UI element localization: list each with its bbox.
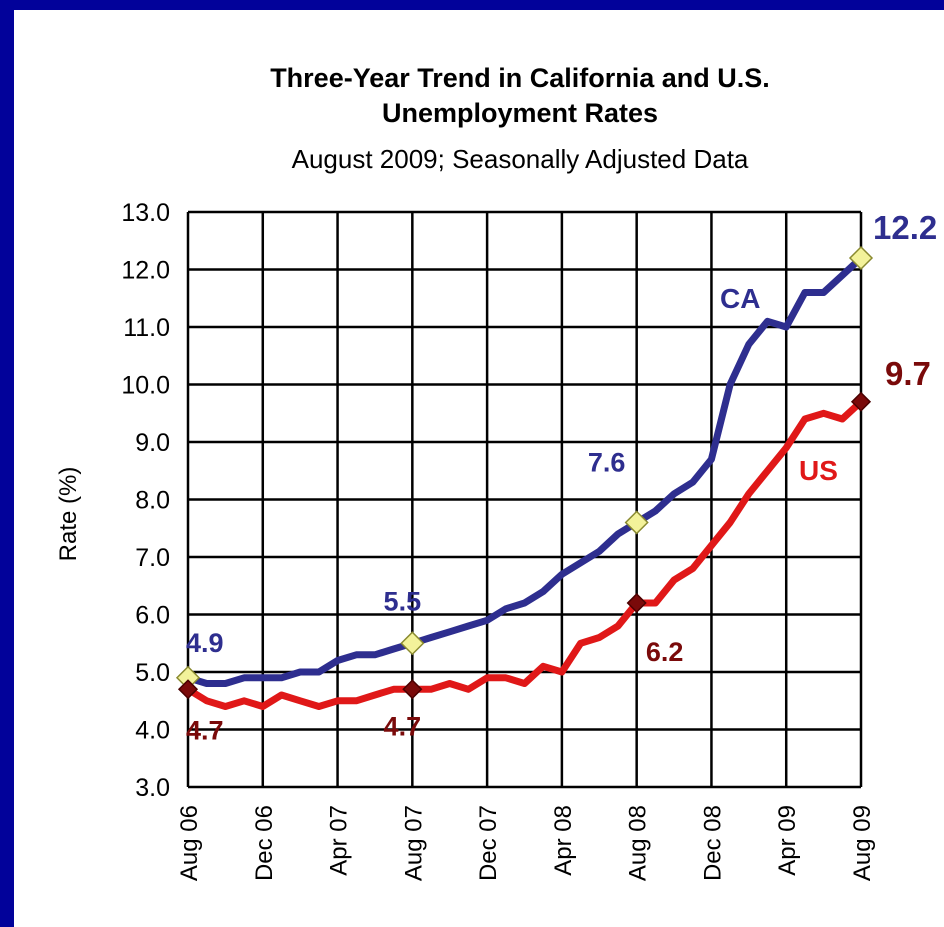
us-data-label: 4.7 <box>384 711 422 741</box>
y-tick-label: 3.0 <box>135 774 170 802</box>
data-labels: 4.9 5.5 7.6 12.2 4.7 4.7 6.2 9.7 <box>186 209 937 745</box>
y-tick-label: 11.0 <box>123 314 170 342</box>
x-tick-labels: Aug 06 Dec 06 Apr 07 Aug 07 Dec 07 Apr 08 Aug … <box>176 805 876 881</box>
us-data-marker <box>402 679 423 700</box>
us-data-marker <box>177 679 199 700</box>
us-data-label: 4.7 <box>186 715 224 745</box>
y-tick-label: 7.0 <box>135 544 170 572</box>
ca-data-marker <box>400 631 425 656</box>
ca-data-label: 4.9 <box>186 628 224 658</box>
y-tick-label: 5.0 <box>135 659 170 687</box>
us-data-marker <box>850 391 872 412</box>
y-tick-labels: 3.0 4.0 5.0 6.0 7.0 8.0 9.0 10.0 11.0 12.0 13.0 <box>121 199 170 802</box>
us-data-label: 6.2 <box>646 637 684 667</box>
y-axis-label: Rate (%) <box>55 467 82 562</box>
x-tick-label: Aug 06 <box>176 805 203 881</box>
x-tick-label: Aug 08 <box>625 805 652 881</box>
y-tick-label: 10.0 <box>121 372 170 400</box>
x-tick-label: Aug 09 <box>849 805 876 881</box>
data-markers <box>175 245 874 700</box>
x-tick-label: Dec 07 <box>475 805 502 881</box>
us-data-marker <box>626 592 647 614</box>
chart-title-line2: Unemployment Rates <box>382 98 658 128</box>
grid <box>186 210 863 789</box>
x-tick-label: Apr 09 <box>774 805 801 876</box>
series-lines <box>184 254 865 710</box>
y-tick-label: 12.0 <box>121 257 170 285</box>
chart-subtitle: August 2009; Seasonally Adjusted Data <box>292 144 749 174</box>
x-tick-label: Dec 06 <box>251 805 278 881</box>
y-tick-label: 8.0 <box>135 487 170 515</box>
y-tick-label: 4.0 <box>135 717 170 745</box>
y-tick-label: 13.0 <box>121 199 170 227</box>
us-data-label: 9.7 <box>885 355 931 392</box>
y-tick-label: 9.0 <box>135 429 170 457</box>
series-name-ca: CA <box>720 283 760 314</box>
ca-data-label: 7.6 <box>588 448 626 478</box>
unemployment-chart: Three-Year Trend in California and U.S. … <box>55 63 937 881</box>
ca-data-marker <box>848 245 874 271</box>
x-tick-label: Dec 08 <box>699 805 726 881</box>
ca-data-label: 12.2 <box>873 209 937 246</box>
series-name-us: US <box>799 455 838 486</box>
ca-data-label: 5.5 <box>384 586 422 616</box>
x-tick-label: Apr 08 <box>550 805 577 876</box>
series-names: CA US <box>720 283 838 486</box>
x-tick-label: Apr 07 <box>326 805 353 876</box>
chart-title-line1: Three-Year Trend in California and U.S. <box>270 63 770 93</box>
series-line-us <box>184 398 865 710</box>
chart-frame: Three-Year Trend in California and U.S. … <box>14 10 944 927</box>
ca-data-marker <box>624 510 649 535</box>
y-tick-label: 6.0 <box>135 602 170 630</box>
x-tick-label: Aug 07 <box>400 805 427 881</box>
series-line-ca <box>184 254 865 687</box>
